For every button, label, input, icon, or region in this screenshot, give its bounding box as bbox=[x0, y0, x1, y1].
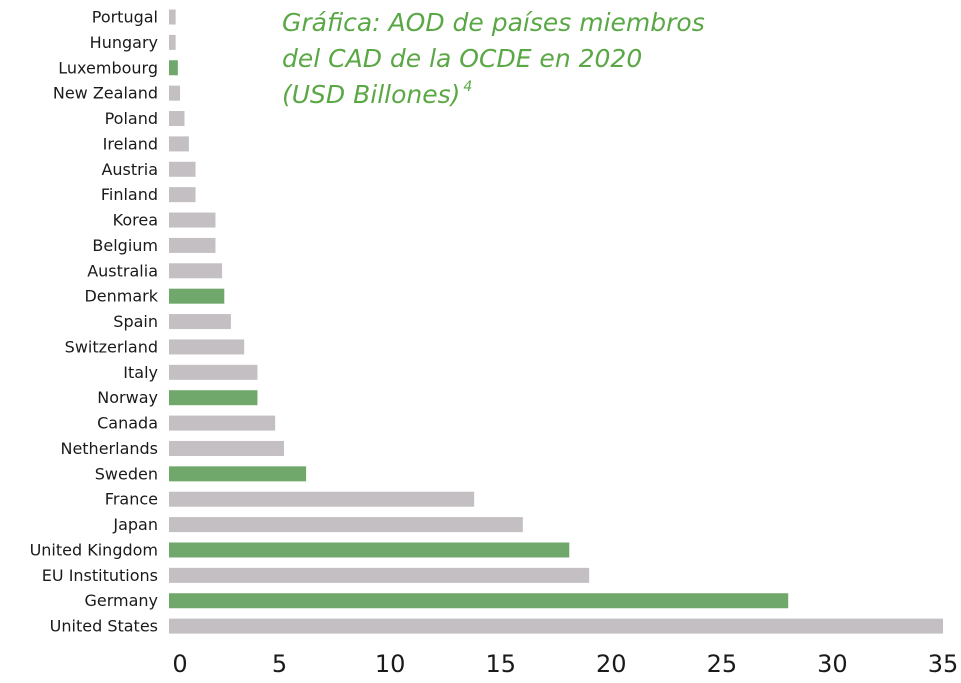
x-tick-label: 0 bbox=[172, 650, 187, 678]
y-tick-label: United Kingdom bbox=[30, 540, 158, 559]
chart-title: del CAD de la OCDE en 2020 bbox=[282, 44, 642, 73]
bar bbox=[169, 567, 590, 583]
y-tick-label: Korea bbox=[113, 211, 158, 230]
y-tick-label: Japan bbox=[112, 515, 158, 534]
y-tick-label: Canada bbox=[97, 414, 158, 433]
bar bbox=[169, 314, 231, 330]
bar bbox=[169, 491, 475, 507]
y-tick-label: Denmark bbox=[84, 287, 158, 306]
bar bbox=[169, 440, 284, 456]
y-tick-label: Portugal bbox=[92, 8, 158, 27]
bar bbox=[169, 339, 245, 355]
bar bbox=[169, 263, 223, 279]
y-tick-label: Finland bbox=[101, 185, 158, 204]
bar bbox=[169, 212, 216, 228]
x-tick-label: 20 bbox=[596, 650, 627, 678]
y-tick-label: Australia bbox=[87, 261, 158, 280]
x-tick-label: 15 bbox=[485, 650, 516, 678]
bar bbox=[169, 390, 258, 406]
y-tick-label: Ireland bbox=[103, 134, 158, 153]
y-tick-label: Germany bbox=[84, 591, 158, 610]
y-tick-label: Sweden bbox=[95, 464, 158, 483]
bar bbox=[169, 466, 307, 482]
bar bbox=[169, 364, 258, 380]
x-tick-label: 25 bbox=[707, 650, 738, 678]
bar bbox=[169, 111, 185, 127]
y-tick-label: New Zealand bbox=[53, 84, 158, 103]
y-tick-label: Spain bbox=[113, 312, 158, 331]
x-tick-label: 30 bbox=[817, 650, 848, 678]
chart-title: (USD Billones) bbox=[282, 80, 460, 109]
y-tick-label: Norway bbox=[97, 388, 158, 407]
x-tick-label: 10 bbox=[375, 650, 406, 678]
bar bbox=[169, 517, 523, 533]
y-tick-label: EU Institutions bbox=[42, 566, 158, 585]
y-tick-label: Belgium bbox=[92, 236, 158, 255]
title-footnote: 4 bbox=[463, 79, 472, 95]
bar bbox=[169, 415, 276, 431]
x-tick-label: 35 bbox=[928, 650, 959, 678]
bar bbox=[169, 237, 216, 253]
y-tick-label: Luxembourg bbox=[58, 58, 158, 77]
bar bbox=[169, 187, 196, 203]
y-tick-label: Austria bbox=[101, 160, 158, 179]
bar bbox=[169, 34, 176, 50]
y-tick-label: France bbox=[105, 490, 158, 509]
chart-title: Gráfica: AOD de países miembros bbox=[282, 8, 705, 37]
bar bbox=[169, 9, 176, 25]
bar bbox=[169, 593, 789, 609]
y-tick-label: Hungary bbox=[90, 33, 158, 52]
bar bbox=[169, 136, 189, 152]
bar bbox=[169, 161, 196, 177]
bar bbox=[169, 542, 570, 558]
y-tick-label: Italy bbox=[123, 363, 158, 382]
bar bbox=[169, 288, 225, 304]
y-tick-label: United States bbox=[50, 617, 158, 636]
y-tick-label: Poland bbox=[105, 109, 158, 128]
bar bbox=[169, 60, 178, 76]
y-tick-label: Netherlands bbox=[60, 439, 158, 458]
y-tick-label: Switzerland bbox=[65, 337, 158, 356]
x-tick-label: 5 bbox=[272, 650, 287, 678]
bar bbox=[169, 85, 181, 101]
bar bbox=[169, 618, 943, 634]
